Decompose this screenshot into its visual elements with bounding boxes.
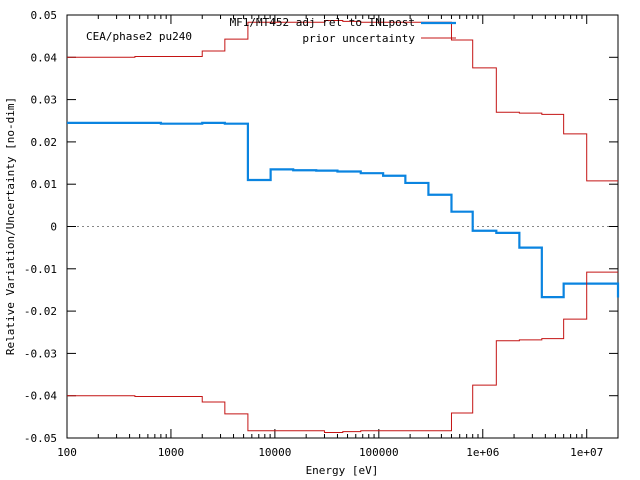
series-0-line <box>67 121 620 299</box>
legend: MF1/MT452 adj rel to INLpost prior uncer… <box>230 16 456 45</box>
y-tick-label-3: 0.02 <box>31 136 58 149</box>
y-tick-label-9: -0.04 <box>24 390 57 403</box>
series-2-line <box>67 271 618 433</box>
y-tick-label-7: -0.02 <box>24 305 57 318</box>
y-tick-label-2: 0.03 <box>31 94 58 107</box>
series-1-line <box>67 20 618 182</box>
x-tick-label-5: 1e+07 <box>570 446 603 459</box>
ticks <box>66 14 619 439</box>
tick-labels: 0.05 0.04 0.03 0.02 0.01 0 -0.01 -0.02 -0.03 -0.0… <box>24 9 603 459</box>
y-tick-label-6: -0.01 <box>24 263 57 276</box>
annotation: CEA/phase2 pu240 <box>86 30 192 43</box>
x-tick-label-0: 100 <box>57 446 77 459</box>
x-tick-label-1: 1000 <box>158 446 185 459</box>
y-tick-label-0: 0.05 <box>31 9 58 22</box>
y-tick-label-4: 0.01 <box>31 178 58 191</box>
y-tick-label-8: -0.03 <box>24 347 57 360</box>
y-axis-title: Relative Variation/Uncertainty [no-dim] <box>4 97 17 355</box>
y-tick-label-10: -0.05 <box>24 432 57 445</box>
x-tick-label-3: 100000 <box>359 446 399 459</box>
y-tick-label-5: 0 <box>50 221 57 234</box>
series-group <box>67 20 620 433</box>
y-tick-label-1: 0.04 <box>31 51 58 64</box>
x-tick-label-4: 1e+06 <box>466 446 499 459</box>
legend-entry-1-label: prior uncertainty <box>302 32 415 45</box>
x-tick-label-2: 10000 <box>258 446 291 459</box>
x-axis-title: Energy [eV] <box>306 464 379 477</box>
legend-entry-0-label: MF1/MT452 adj rel to INLpost <box>230 16 415 29</box>
